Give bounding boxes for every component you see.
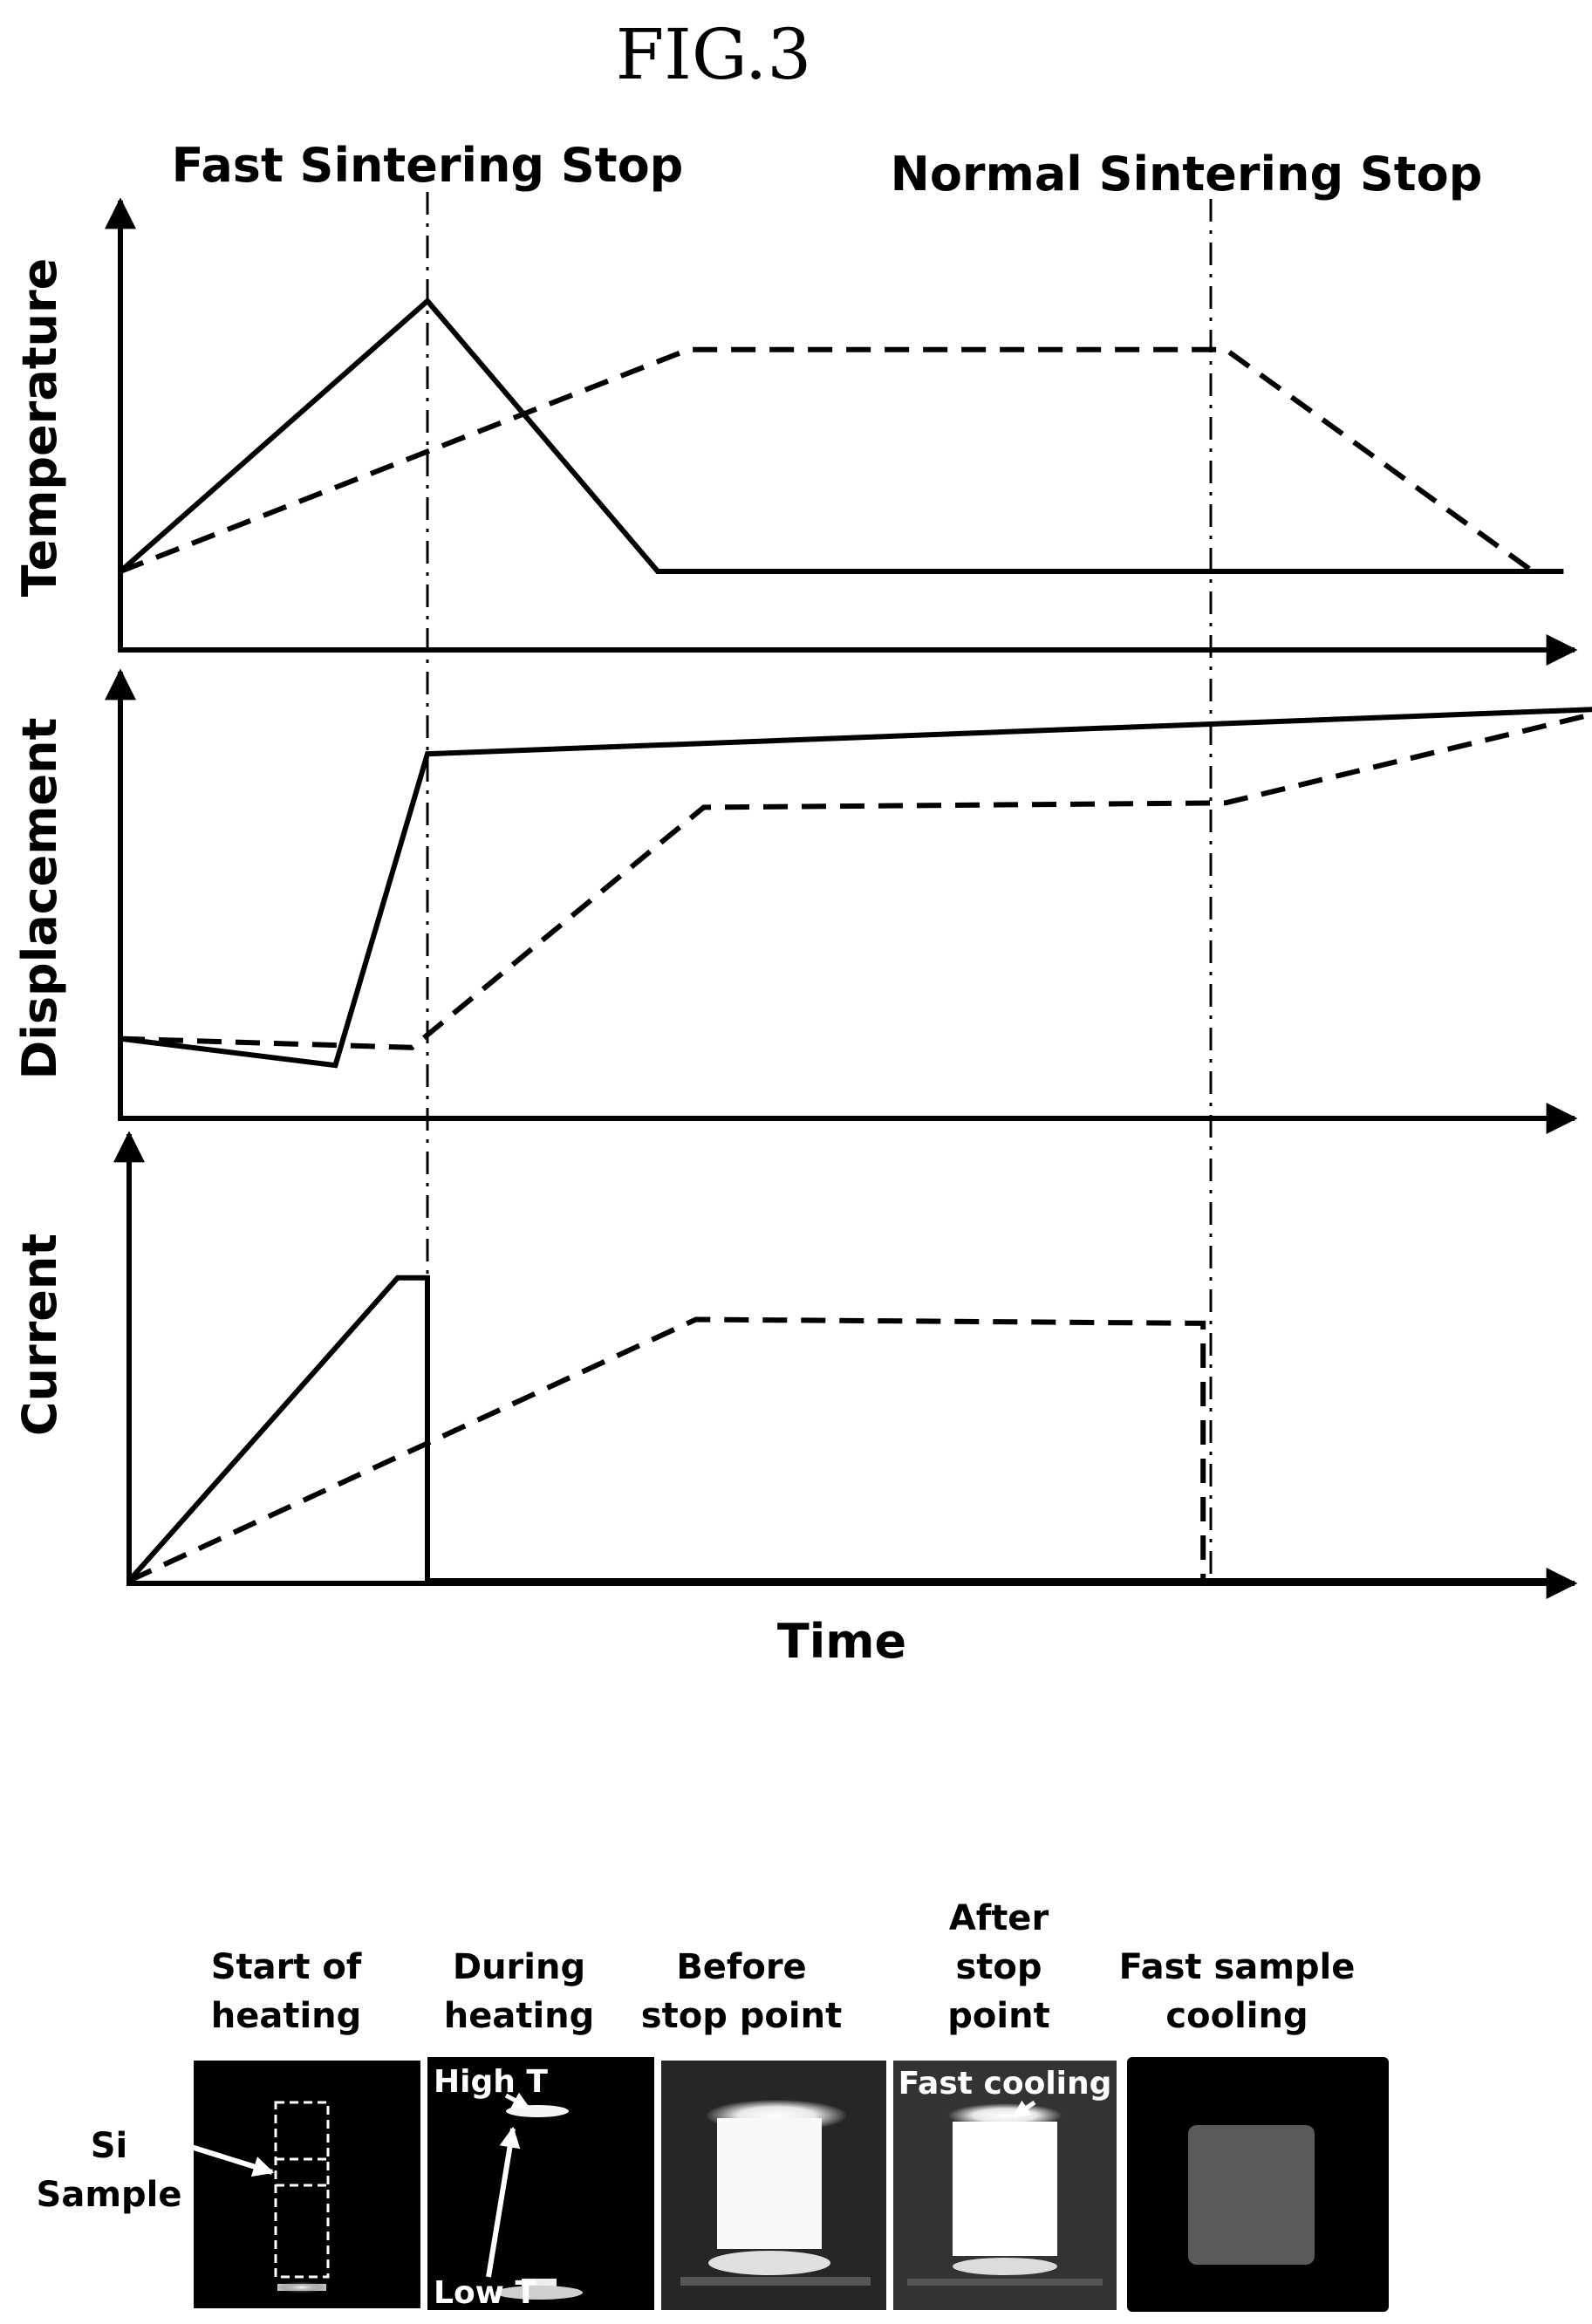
fast-stop-label: Fast Sintering Stop <box>172 138 684 193</box>
displacement-dashed-series <box>120 711 1592 1050</box>
current-panel: Current <box>12 1131 1578 1599</box>
figure-title: FIG.3 <box>616 14 812 95</box>
caption-before-stop-point: Before stop point <box>641 1947 842 2036</box>
time-xlabel: Time <box>777 1614 906 1669</box>
normal-stop-label: Normal Sintering Stop <box>891 147 1483 202</box>
caption-start-of-heating: Start of heating <box>211 1947 362 2036</box>
displacement-solid-series <box>120 707 1592 1069</box>
temperature-panel: Temperature <box>12 197 1578 666</box>
current-dashed-series <box>127 1316 1561 1583</box>
photo-during-heating: High T Low T <box>427 2057 654 2311</box>
low-t-label: Low T <box>434 2275 536 2311</box>
temperature-solid-series <box>119 297 1564 574</box>
fast-cooling-arrow <box>1012 2100 1036 2119</box>
temperature-ylabel: Temperature <box>12 258 67 597</box>
caption-during-heating: During heating <box>444 1947 595 2036</box>
si-sample-label: Si Sample <box>37 2126 182 2215</box>
photo-start-of-heating <box>194 2061 420 2308</box>
displacement-panel: Displacement <box>12 668 1592 1134</box>
si-sample-pointer-arrow <box>174 2139 275 2177</box>
sample-outline <box>274 2101 330 2279</box>
caption-fast-sample-cooling: Fast sample cooling <box>1119 1947 1356 2036</box>
current-ylabel: Current <box>12 1234 67 1436</box>
low-t-arrow <box>486 2126 521 2278</box>
high-t-arrow <box>504 2092 530 2110</box>
fast-cooling-label: Fast cooling <box>898 2066 1112 2102</box>
displacement-ylabel: Displacement <box>12 718 67 1080</box>
high-t-label: High T <box>434 2064 548 2100</box>
photo-after-stop-point: Fast cooling <box>893 2061 1117 2310</box>
current-solid-series <box>126 1275 1561 1583</box>
photo-before-stop-point <box>661 2061 886 2310</box>
photo-fast-sample-cooling <box>1127 2057 1389 2312</box>
caption-after-stop-point: After stop point <box>947 1898 1049 2036</box>
